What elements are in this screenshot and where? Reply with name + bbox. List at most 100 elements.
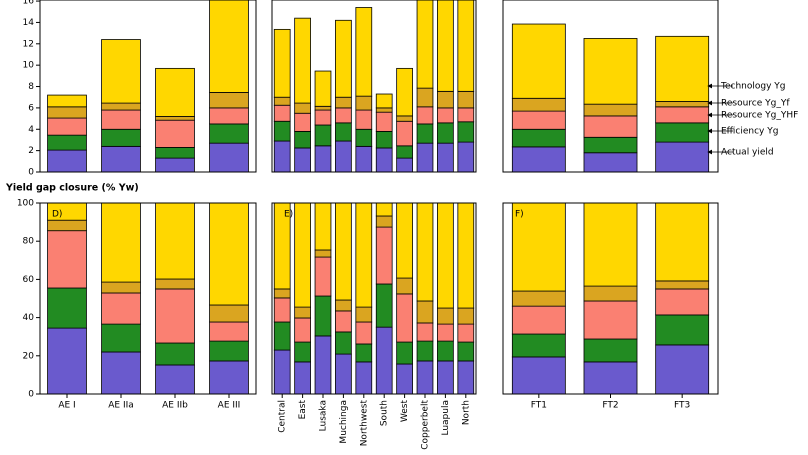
bar-segment	[101, 351, 141, 395]
bar-segment	[209, 92, 249, 109]
bar-segment	[375, 326, 393, 395]
legend-label: Resource Yg_Yf	[721, 99, 790, 109]
bar-segment	[155, 147, 195, 159]
bar-segment	[396, 157, 413, 173]
bar-segment	[511, 97, 566, 112]
panel-label: F)	[515, 210, 524, 220]
bar-segment	[583, 202, 638, 287]
bar-segment	[155, 364, 195, 395]
y-tick-label: 4	[28, 125, 34, 135]
y-tick-label: 2	[28, 146, 34, 156]
y-tick-label: 14	[23, 18, 35, 28]
panel-label: E)	[284, 210, 293, 220]
bar-segment	[655, 280, 710, 290]
x-tick-label: AE IIa	[108, 401, 134, 411]
bar-segment	[396, 277, 413, 295]
bar-segment	[155, 157, 195, 173]
bar-segment	[101, 145, 141, 173]
bar-segment	[437, 202, 454, 309]
bar-segment	[209, 340, 249, 362]
bar-segment	[294, 341, 311, 363]
bar-segment	[47, 219, 87, 232]
bar-segment	[209, 107, 249, 125]
y-axis-label: Yield gap closure (% Yw)	[5, 183, 139, 194]
panel-frame	[502, 202, 719, 395]
x-tick-label: FT1	[531, 401, 547, 411]
bar-segment	[375, 111, 393, 132]
x-tick-label: Lusaka	[319, 400, 329, 431]
bar-segment	[335, 96, 352, 109]
bar-segment	[273, 288, 291, 299]
bar-segment	[335, 107, 352, 124]
bar-segment	[375, 131, 393, 149]
bar-segment	[314, 202, 332, 251]
bar-segment	[583, 300, 638, 340]
bar-segment	[511, 333, 566, 358]
bar-segment	[437, 90, 454, 109]
x-tick-label: North	[461, 400, 471, 425]
bar-segment	[294, 306, 311, 319]
bar-segment	[101, 128, 141, 147]
bar-segment	[583, 136, 638, 154]
bar-segment	[396, 363, 413, 395]
bar-segment	[655, 314, 710, 346]
bar-segment	[416, 322, 434, 342]
bar-segment	[294, 17, 311, 104]
bar-segment	[511, 110, 566, 130]
bar-segment	[335, 122, 352, 142]
bar-segment	[655, 122, 710, 143]
bar-segment	[101, 323, 141, 353]
bar-segment	[355, 95, 373, 111]
bar-segment	[396, 115, 413, 122]
bar-segment	[355, 202, 373, 308]
bar-segment	[416, 360, 434, 395]
bar-segment	[155, 288, 195, 344]
bar-segment	[511, 23, 566, 99]
bar-segment	[314, 145, 332, 173]
bar-segment	[511, 356, 566, 395]
bar-segment	[209, 0, 249, 93]
bar-segment	[655, 106, 710, 124]
bar-segment	[375, 93, 393, 109]
bar-segment	[335, 310, 352, 333]
bar-segment	[655, 35, 710, 102]
bar-segment	[583, 152, 638, 173]
bar-segment	[437, 122, 454, 144]
bar-segment	[583, 361, 638, 395]
bar-segment	[47, 134, 87, 151]
x-tick-label: Northwest	[359, 400, 369, 447]
bar-segment	[583, 338, 638, 363]
y-tick-label: 40	[23, 313, 35, 323]
bar-segment	[457, 202, 475, 309]
bar-segment	[375, 147, 393, 173]
bar-segment	[396, 120, 413, 147]
x-tick-label: West	[400, 400, 410, 423]
bar-segment	[457, 141, 475, 173]
bar-segment	[457, 323, 475, 343]
bar-segment	[273, 96, 291, 106]
bar-segment	[209, 321, 249, 342]
bar-segment	[416, 142, 434, 173]
bar-segment	[335, 19, 352, 98]
bar-segment	[355, 145, 373, 173]
bar-segment	[416, 87, 434, 108]
x-tick-label: AE III	[218, 401, 241, 411]
bar-segment	[294, 202, 311, 308]
bar-segment	[209, 123, 249, 144]
bar-segment	[155, 342, 195, 366]
bar-segment	[396, 341, 413, 365]
bar-segment	[437, 307, 454, 325]
panel-frame	[39, 0, 257, 173]
bar-segment	[355, 321, 373, 345]
bar-segment	[47, 287, 87, 329]
legend-label: Efficiency Yg	[721, 127, 778, 137]
bar-segment	[273, 297, 291, 323]
bar-segment	[294, 131, 311, 149]
bar-segment	[294, 102, 311, 114]
bar-segment	[437, 107, 454, 124]
bar-segment	[314, 70, 332, 107]
bar-segment	[416, 202, 434, 302]
bar-segment	[511, 146, 566, 173]
y-tick-label: 10	[23, 61, 35, 71]
